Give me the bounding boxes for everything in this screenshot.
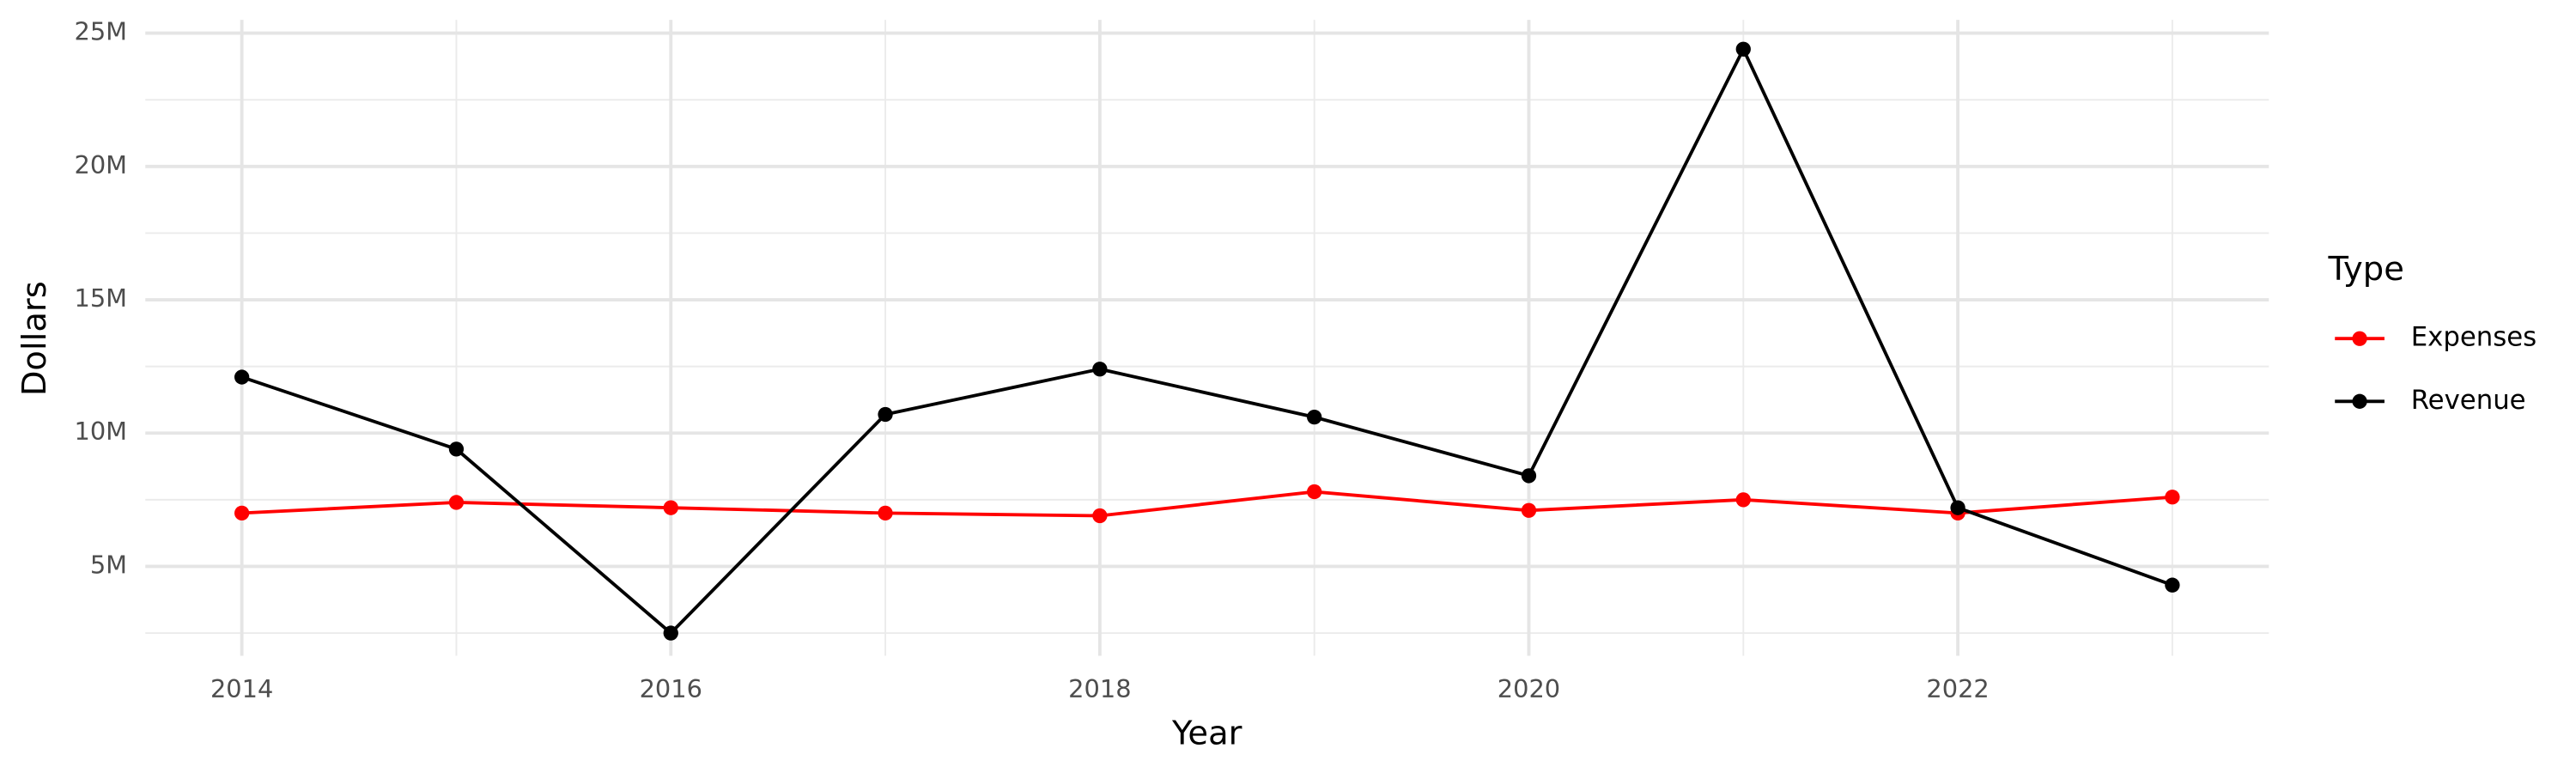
legend-point (2352, 393, 2367, 409)
x-tick-label: 2022 (1926, 674, 1989, 703)
point (2165, 577, 2180, 593)
point (1521, 502, 1537, 518)
point (2165, 490, 2180, 505)
legend-label: Revenue (2411, 385, 2526, 416)
point (1950, 500, 1965, 515)
point (1735, 41, 1751, 57)
y-tick-label: 10M (75, 417, 128, 446)
point (663, 500, 678, 515)
legend-point (2352, 331, 2367, 346)
grid (145, 20, 2269, 656)
y-tick-label: 5M (90, 550, 127, 579)
legend-title: Type (2328, 250, 2404, 289)
plot-area (234, 41, 2180, 641)
line (241, 490, 2173, 518)
x-tick-label: 2018 (1068, 674, 1131, 703)
y-axis-title: Dollars (15, 281, 54, 396)
point (663, 625, 678, 641)
x-axis-title: Year (1171, 714, 1242, 752)
legend-label: Expenses (2411, 322, 2537, 353)
point (1307, 409, 1322, 425)
point (234, 505, 250, 521)
point (1092, 508, 1108, 524)
point (878, 505, 893, 521)
legend: Expenses Revenue (2335, 322, 2537, 416)
line (241, 45, 2173, 636)
point (448, 495, 465, 510)
x-tick-label: 2020 (1498, 674, 1560, 703)
y-tick-label: 20M (75, 150, 128, 180)
point (1521, 468, 1537, 484)
y-tick-label: 25M (75, 17, 128, 46)
point (878, 406, 893, 423)
y-tick-label: 15M (75, 283, 128, 313)
point (1735, 492, 1751, 508)
point (1092, 362, 1108, 377)
point (1307, 484, 1322, 500)
x-tick-label: 2016 (640, 674, 702, 703)
x-tick-label: 2014 (210, 674, 273, 703)
point (448, 441, 465, 457)
point (234, 369, 250, 385)
